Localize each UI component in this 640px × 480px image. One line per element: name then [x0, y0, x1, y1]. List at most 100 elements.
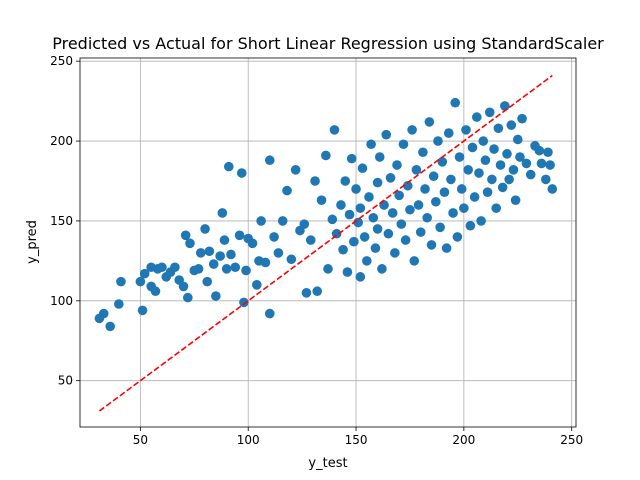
data-point: [178, 281, 189, 292]
data-point: [137, 305, 148, 316]
data-point: [484, 107, 495, 118]
y-tick-label: 250: [50, 54, 73, 68]
data-point: [411, 165, 422, 175]
data-point: [510, 195, 521, 205]
data-point: [467, 142, 478, 153]
data-point: [215, 251, 225, 261]
data-point: [433, 136, 443, 146]
data-point: [105, 321, 115, 332]
data-point: [541, 174, 551, 185]
data-point: [418, 147, 428, 158]
data-point: [381, 129, 392, 140]
data-point: [495, 160, 506, 170]
data-point: [290, 165, 301, 175]
data-point: [547, 184, 558, 194]
data-point: [459, 203, 469, 213]
data-point: [264, 308, 275, 319]
data-point: [139, 268, 150, 279]
reference-line: [98, 74, 553, 412]
data-point: [469, 192, 480, 202]
data-point: [448, 208, 458, 218]
data-point: [456, 184, 467, 194]
data-point: [247, 238, 258, 249]
data-point: [398, 139, 409, 150]
data-point: [217, 208, 228, 218]
data-point: [349, 236, 359, 247]
data-point: [346, 153, 357, 164]
data-point: [379, 200, 389, 210]
reference-line-segment: [98, 74, 553, 412]
data-point: [241, 265, 251, 276]
data-point: [301, 288, 312, 298]
y-tick-label: 150: [50, 214, 73, 228]
data-point: [383, 228, 394, 239]
data-point: [493, 123, 504, 134]
data-point: [299, 219, 310, 229]
data-point: [252, 280, 262, 290]
data-point: [224, 161, 234, 172]
data-point: [357, 163, 368, 174]
data-point: [342, 267, 353, 277]
data-point: [336, 200, 346, 210]
data-point: [452, 232, 463, 242]
plot-frame: [79, 57, 577, 428]
data-point: [329, 125, 340, 135]
data-point: [512, 134, 523, 145]
x-tick-label: 50: [133, 433, 148, 447]
data-point: [437, 157, 448, 167]
data-point: [157, 262, 167, 273]
data-point: [482, 187, 493, 197]
data-point: [502, 149, 512, 159]
data-point: [305, 235, 316, 245]
grid: [80, 58, 576, 427]
data-point: [390, 248, 400, 258]
data-point: [193, 264, 204, 274]
data-point: [310, 176, 320, 186]
data-point: [195, 248, 206, 258]
data-point: [211, 291, 221, 301]
data-point: [428, 171, 439, 182]
data-point: [114, 299, 124, 309]
data-point: [441, 243, 452, 253]
data-point: [463, 165, 473, 175]
data-point: [508, 165, 519, 175]
data-point: [515, 152, 525, 162]
data-point: [282, 185, 292, 196]
data-point: [98, 308, 109, 319]
data-point: [405, 204, 415, 215]
data-point: [536, 158, 547, 169]
data-point: [286, 254, 297, 265]
data-point: [435, 222, 445, 233]
x-axis-ticks: 50 100 150 200 250: [133, 427, 583, 447]
data-point: [366, 139, 376, 150]
data-point: [202, 276, 213, 287]
data-point: [264, 155, 275, 166]
data-point: [180, 230, 191, 241]
data-point: [394, 190, 404, 201]
data-point: [407, 125, 417, 135]
data-point: [400, 235, 411, 245]
data-point: [377, 264, 387, 274]
data-point: [273, 248, 284, 258]
y-tick-label: 100: [50, 294, 73, 308]
data-point: [359, 232, 370, 242]
data-point: [450, 97, 461, 108]
x-axis-label: y_test: [308, 456, 347, 471]
data-point: [200, 224, 210, 234]
data-point: [204, 246, 215, 257]
data-point: [385, 173, 396, 183]
x-tick-label: 150: [345, 433, 368, 447]
data-point: [327, 214, 338, 225]
data-point: [185, 238, 195, 249]
data-point: [424, 117, 435, 127]
data-point: [439, 187, 450, 197]
data-point: [370, 243, 381, 253]
data-point: [461, 125, 471, 135]
data-point: [506, 120, 517, 130]
data-point: [420, 184, 430, 194]
data-point: [183, 292, 193, 303]
data-point: [409, 256, 420, 266]
data-point: [351, 184, 361, 194]
data-point: [234, 230, 245, 241]
